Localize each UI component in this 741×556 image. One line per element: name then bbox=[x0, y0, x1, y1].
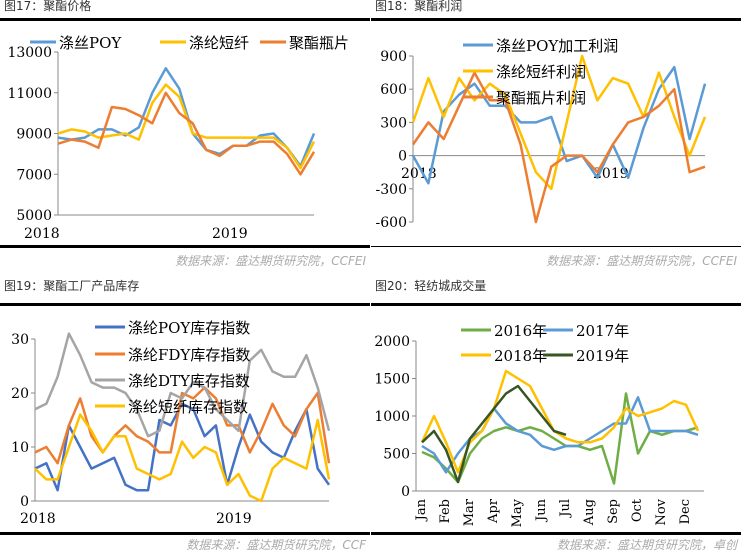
series-line-3 bbox=[34, 413, 331, 503]
y-tick-label: -600 bbox=[376, 215, 407, 231]
source-note: 数据来源：盛达期货研究院，卓创 bbox=[556, 538, 737, 552]
chart-panel-polyester-price: 图17：聚酯价格 数据来源：盛达期货研究院，CCFEI 5000 7000 9000… bbox=[0, 0, 370, 276]
y-tick-label: -300 bbox=[376, 182, 407, 198]
x-tick-label: Aug bbox=[582, 499, 597, 526]
bottom-rule bbox=[371, 532, 741, 535]
chart-panel-polyester-profit: 图18：聚酯利润 数据来源：盛达期货研究院，CCFEI -600 -300 0 300… bbox=[371, 0, 741, 276]
y-tick-label: 7000 bbox=[16, 167, 52, 183]
y-tick-label: 900 bbox=[380, 49, 407, 65]
series-line-2 bbox=[420, 369, 700, 474]
y-tick-label: 13000 bbox=[7, 45, 52, 61]
legend-label: 涤丝POY加工利润 bbox=[496, 37, 618, 55]
chart-title: 图18：聚酯利润 bbox=[375, 0, 463, 13]
x-tick-label: Jul bbox=[558, 499, 573, 519]
bottom-rule bbox=[0, 245, 370, 248]
series-line-1 bbox=[57, 83, 316, 170]
legend-label: 涤纶短纤利润 bbox=[496, 63, 586, 81]
x-tick-label: Nov bbox=[654, 498, 669, 525]
y-tick-label: 20 bbox=[11, 386, 29, 402]
y-tick-label: 0 bbox=[398, 149, 407, 165]
series-line-0 bbox=[421, 392, 699, 485]
x-tick-label: 2018 bbox=[20, 511, 56, 527]
legend-label: 涤丝POY bbox=[59, 34, 122, 52]
y-tick-label: 9000 bbox=[16, 127, 52, 143]
bottom-rule bbox=[0, 532, 370, 535]
x-tick-label: 2018 bbox=[24, 226, 60, 242]
y-tick-label: 11000 bbox=[7, 86, 52, 102]
legend-label: 涤纶短纤 bbox=[189, 34, 249, 52]
chart-panel-textile-city-volume: 图20：轻纺城成交量 数据来源：盛达期货研究院，卓创 0 500 1000 1500 2… bbox=[371, 279, 741, 556]
y-tick-label: 500 bbox=[383, 447, 410, 463]
series-line-3 bbox=[421, 384, 567, 484]
y-tick-label: 5000 bbox=[16, 208, 52, 224]
legend-label: 涤纶短纤库存指数 bbox=[128, 398, 248, 416]
series-line-2 bbox=[411, 71, 706, 224]
y-tick-label: 10 bbox=[11, 440, 29, 456]
x-tick-label: May bbox=[510, 498, 525, 527]
legend-label: 聚酯瓶片 bbox=[289, 34, 349, 52]
x-tick-label: Jun bbox=[534, 498, 549, 523]
y-tick-label: 2000 bbox=[374, 334, 410, 350]
bottom-rule bbox=[371, 246, 741, 247]
x-tick-label: 2019 bbox=[216, 511, 252, 527]
chart-title: 图17：聚酯价格 bbox=[4, 0, 92, 13]
source-note: 数据来源：盛达期货研究院，CCFEI bbox=[546, 254, 737, 268]
y-tick-label: 600 bbox=[380, 82, 407, 98]
legend-label: 涤纶DTY库存指数 bbox=[128, 372, 250, 390]
series-line-0 bbox=[34, 402, 331, 492]
chart-svg: 0 10 20 30 2018 2019 涤纶POY库存指数涤纶FDY库存指数涤纶DTY库存… bbox=[11, 319, 331, 527]
legend-label: 聚酯瓶片利润 bbox=[496, 89, 586, 107]
x-tick-label: 2018 bbox=[401, 166, 437, 182]
title-rule bbox=[0, 303, 370, 306]
y-tick-label: 0 bbox=[401, 484, 410, 500]
title-rule bbox=[371, 18, 741, 21]
series-line-1 bbox=[411, 54, 707, 191]
source-note: 数据来源：盛达期货研究院，CCF bbox=[186, 538, 366, 552]
chart-svg: 5000 7000 9000 11000 13000 2018 2019 涤丝POY 涤纶短纤 聚… bbox=[7, 34, 349, 242]
legend-label: 涤纶FDY库存指数 bbox=[128, 346, 250, 364]
title-rule bbox=[0, 18, 370, 21]
y-tick-label: 1500 bbox=[374, 372, 410, 388]
x-tick-label: Apr bbox=[486, 498, 501, 524]
x-tick-label: 2019 bbox=[212, 226, 248, 242]
chart-title: 图20：轻纺城成交量 bbox=[375, 279, 487, 293]
x-tick-label: Sep bbox=[606, 499, 621, 524]
y-tick-label: 30 bbox=[11, 332, 29, 348]
source-note: 数据来源：盛达期货研究院，CCFEI bbox=[175, 254, 366, 268]
series-line-1 bbox=[421, 396, 699, 474]
y-tick-label: 0 bbox=[20, 494, 29, 510]
legend-label: 2018年 bbox=[494, 347, 547, 365]
legend-label: 2017年 bbox=[576, 322, 629, 340]
series-line-1 bbox=[34, 386, 331, 465]
x-tick-label: Jan bbox=[414, 498, 429, 522]
series-line-2 bbox=[34, 332, 331, 438]
chart-svg: 0 500 1000 1500 2000 Jan Feb Mar Apr May Jun Jul Aug… bbox=[374, 322, 704, 527]
chart-panel-polyester-inventory: 图19：聚酯工厂产品库存 数据来源：盛达期货研究院，CCF 0 10 20 30 201… bbox=[0, 279, 370, 556]
y-tick-label: 1000 bbox=[374, 409, 410, 425]
x-tick-label: Dec bbox=[678, 499, 693, 524]
chart-title: 图19：聚酯工厂产品库存 bbox=[4, 279, 140, 293]
legend-label: 2019年 bbox=[576, 347, 629, 365]
x-tick-label: Mar bbox=[462, 498, 477, 526]
title-rule bbox=[371, 303, 741, 306]
series-line-2 bbox=[57, 91, 316, 176]
series-line-0 bbox=[411, 65, 707, 185]
legend-label: 涤纶POY库存指数 bbox=[128, 319, 250, 337]
series-line-0 bbox=[57, 67, 316, 168]
x-tick-label: Feb bbox=[438, 499, 453, 523]
y-tick-label: 300 bbox=[380, 115, 407, 131]
x-tick-label: Oct bbox=[630, 498, 645, 522]
legend-label: 2016年 bbox=[494, 322, 547, 340]
